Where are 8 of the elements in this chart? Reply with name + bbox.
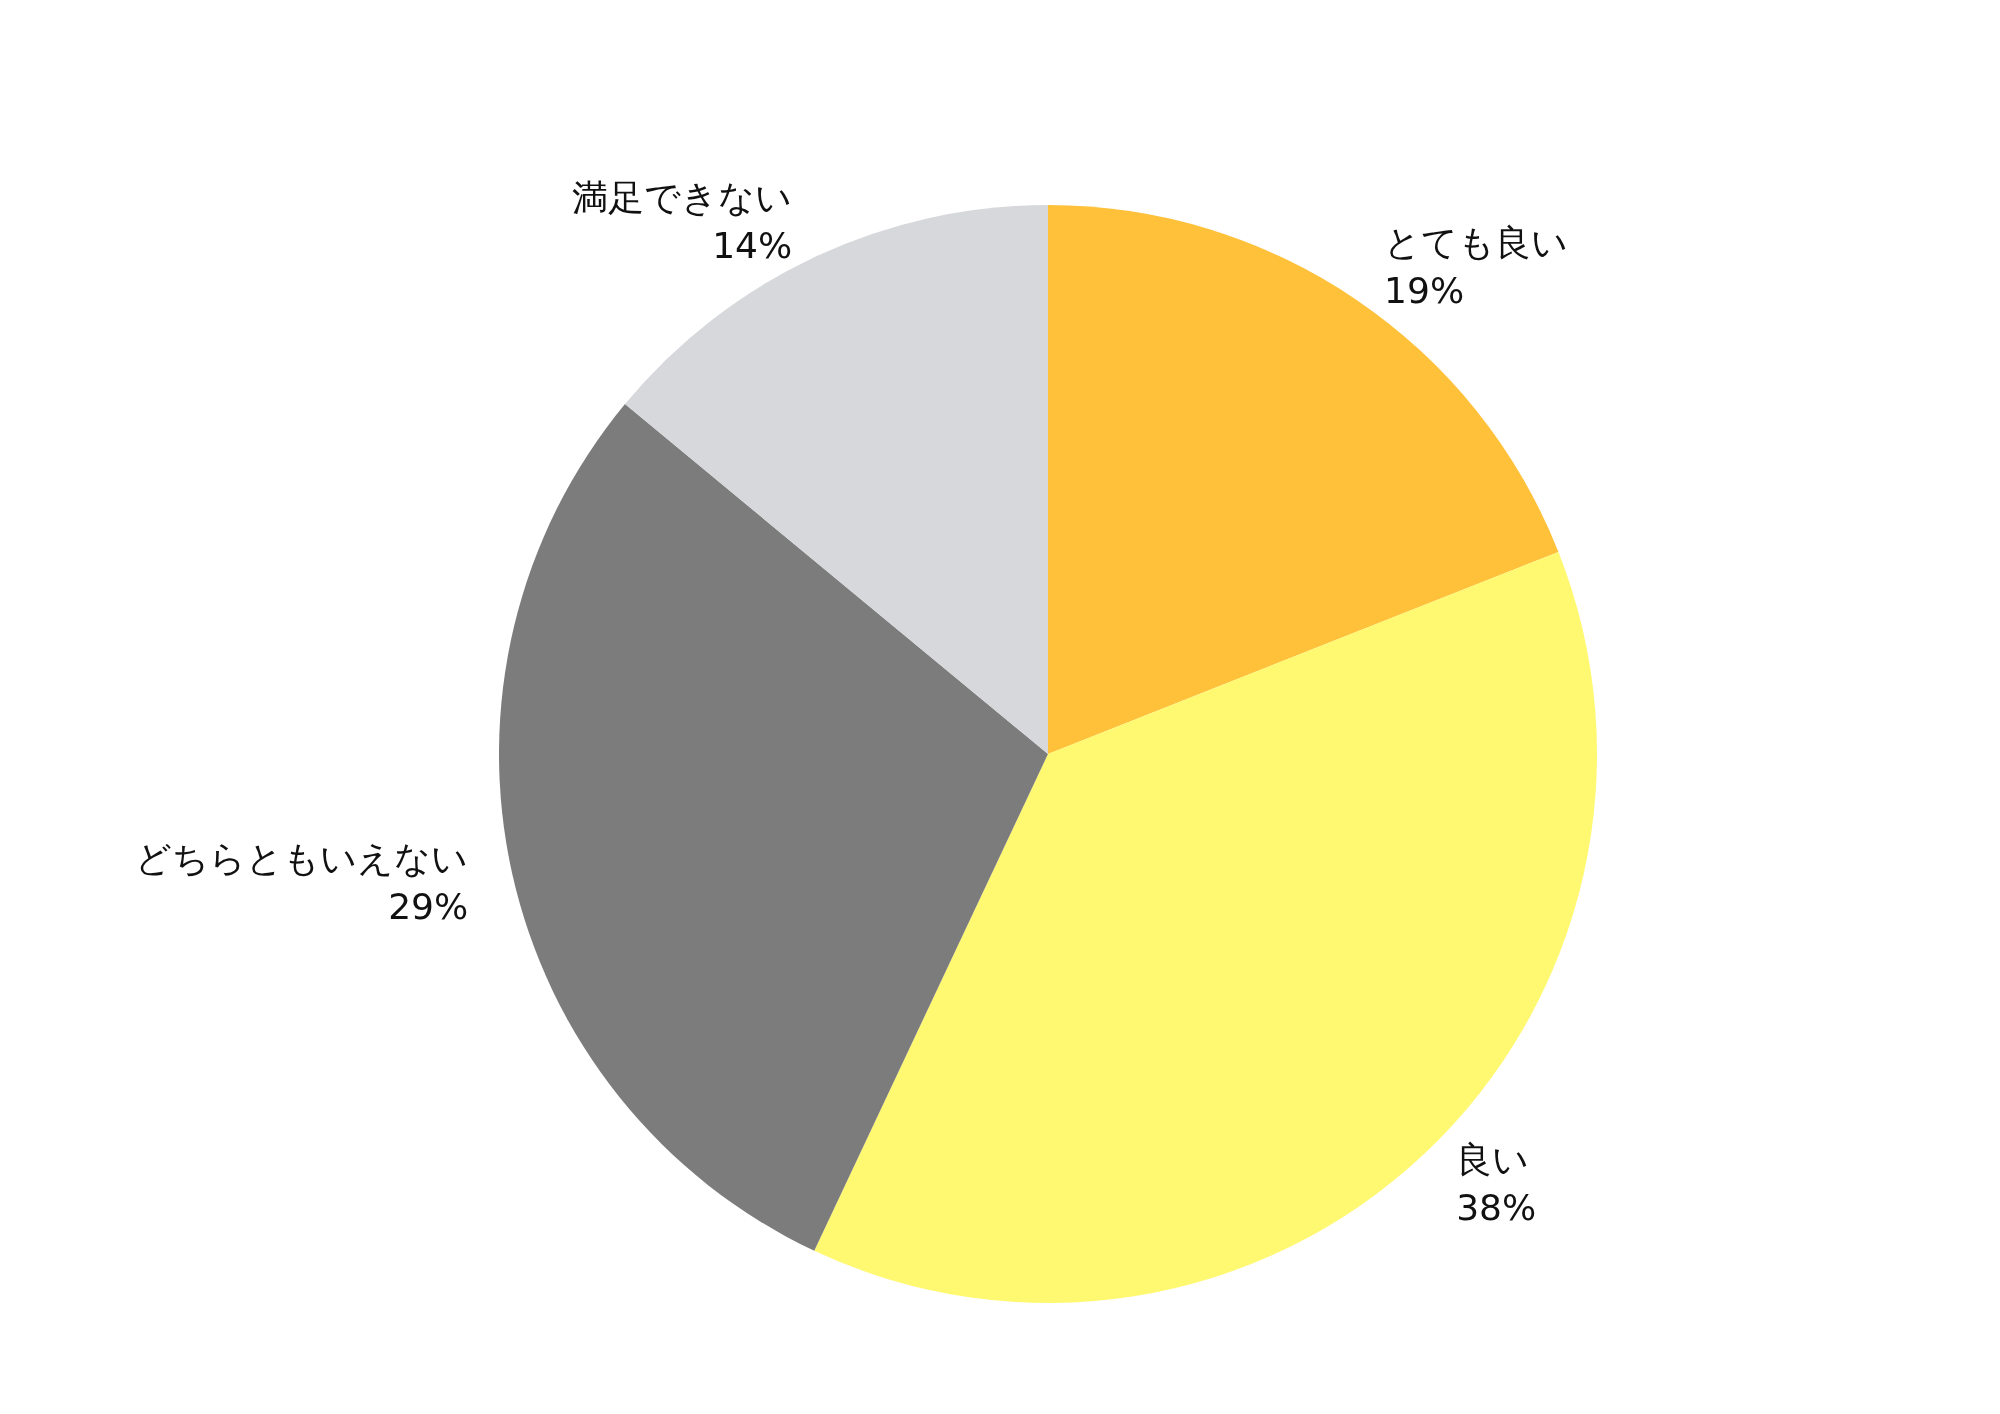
slice-label: とても良い (1384, 222, 1569, 264)
data-label: 38% (1456, 1186, 1537, 1228)
slice-label: どちらともいえない (135, 837, 469, 879)
slice-label: 良い (1456, 1138, 1530, 1180)
data-label: 19% (1384, 270, 1465, 312)
slice-label: 満足できない (572, 176, 793, 218)
data-label: 29% (388, 885, 469, 927)
data-label: 14% (712, 224, 793, 266)
